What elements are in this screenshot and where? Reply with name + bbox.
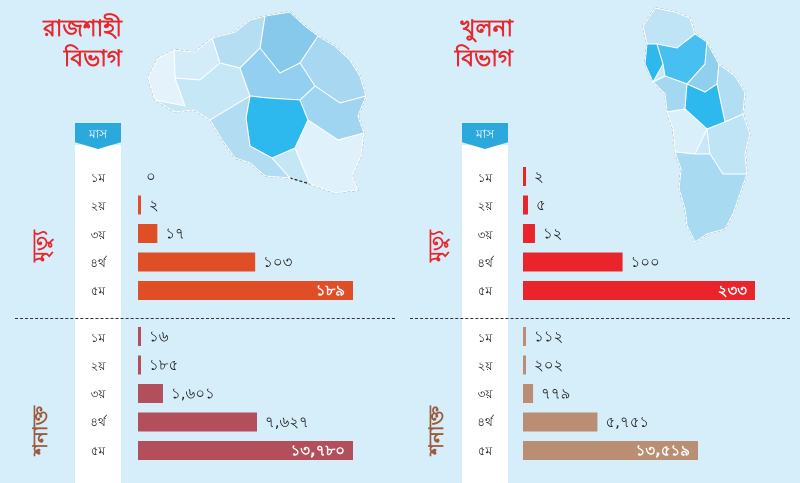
bar [523, 281, 755, 300]
bar [523, 224, 535, 243]
bar-series: ২ ৫ ১২ ১০০ ২৩৩ [523, 167, 755, 300]
bar-value-label: ১৮৯ [316, 282, 345, 300]
bar [138, 281, 353, 300]
bar-value-label: ১৮৫ [149, 356, 178, 374]
bar-series: ০ ২ ১৭ ১০৩ ১৮৯ [138, 168, 353, 300]
bar-value-label: ০ [146, 168, 156, 186]
month-label: ৫ম [90, 444, 106, 458]
panel-khulna: খুলনা বিভাগ মাস ১ম ২য় ৩য় ৪র্থ ৫ম ১ম ২য… [400, 0, 800, 483]
month-label: ৪র্থ [90, 415, 106, 429]
bar [138, 224, 158, 243]
bar [523, 195, 528, 215]
month-label: ২য় [90, 199, 106, 213]
bar [138, 327, 141, 346]
month-label: ৪র্থ [477, 256, 493, 270]
bar [523, 327, 526, 346]
bar-value-label: ২ [149, 196, 159, 214]
panel-rajshahi: রাজশাহী বিভাগ মাস ১ম ২য় ৩য় ৪র্থ ৫ম ১ম … [10, 11, 395, 483]
division-title-line2: বিভাগ [454, 46, 513, 72]
bar [523, 167, 526, 186]
rajshahi-map [147, 11, 367, 194]
bar-value-label: ১১২ [534, 328, 563, 346]
bar [523, 412, 598, 432]
bar-value-label: ২৩৩ [718, 282, 748, 300]
division-title: খুলনা বিভাগ [410, 14, 513, 74]
bar-value-label: ১২ [543, 225, 563, 243]
bar-series: ১১২ ২০২ ৭৭৯ ৫,৭৫১ ১৩,৫১৯ [523, 327, 698, 460]
bar-series: ১৬ ১৮৫ ১,৬০১ ৭,৬২৭ ১৩,৭৮০ [138, 327, 353, 460]
bar-value-label: ৫,৭৫১ [605, 413, 649, 431]
month-label: ৩য় [477, 228, 493, 242]
month-label: ৩য় [90, 387, 106, 401]
bar [138, 355, 141, 375]
bar [523, 384, 534, 403]
khulna-map [642, 7, 751, 243]
month-label: ৪র্থ [477, 415, 493, 429]
month-label: ৩য় [477, 387, 493, 401]
month-label: ২য় [90, 359, 106, 373]
month-label: ৫ম [90, 284, 106, 298]
bar-value-label: ১৭ [165, 225, 185, 243]
division-title: রাজশাহী বিভাগ [10, 14, 122, 74]
month-label: ৫ম [477, 284, 493, 298]
month-label: ১ম [90, 171, 106, 185]
bar [523, 355, 526, 375]
bar-value-label: ১০০ [631, 253, 660, 271]
bar [138, 195, 141, 215]
bar-value-label: ১,৬০১ [171, 385, 215, 403]
bar [523, 252, 623, 272]
bar-value-label: ৭,৬২৭ [265, 413, 309, 431]
bar-value-label: ১৬ [149, 328, 169, 346]
bar [138, 412, 257, 432]
month-label: ১ম [477, 331, 493, 345]
month-column [462, 145, 508, 483]
month-label: ৪র্থ [90, 256, 106, 270]
month-label: ৫ম [477, 444, 493, 458]
bar [138, 252, 256, 272]
bar-value-label: ৭৭৯ [541, 385, 570, 403]
month-label: ২য় [477, 359, 493, 373]
bar-value-label: ৫ [536, 196, 546, 214]
bar-value-label: ২ [534, 168, 544, 186]
bar [523, 441, 698, 460]
bar-value-label: ১৩,৭৮০ [291, 442, 345, 460]
section-divider [15, 318, 395, 319]
bar [138, 441, 353, 460]
division-title-line1: খুলনা [460, 16, 513, 42]
month-label: ১ম [90, 331, 106, 345]
division-title-line2: বিভাগ [63, 46, 122, 72]
month-label: ৩য় [90, 228, 106, 242]
section-divider [410, 318, 790, 319]
bar-value-label: ২০২ [534, 356, 563, 374]
division-title-line1: রাজশাহী [43, 16, 122, 42]
bar-value-label: ১০৩ [263, 253, 292, 271]
month-label: ১ম [477, 171, 493, 185]
bar [138, 384, 163, 403]
month-label: ২য় [477, 199, 493, 213]
bar-value-label: ১৩,৫১৯ [636, 442, 690, 460]
month-column [75, 145, 121, 483]
